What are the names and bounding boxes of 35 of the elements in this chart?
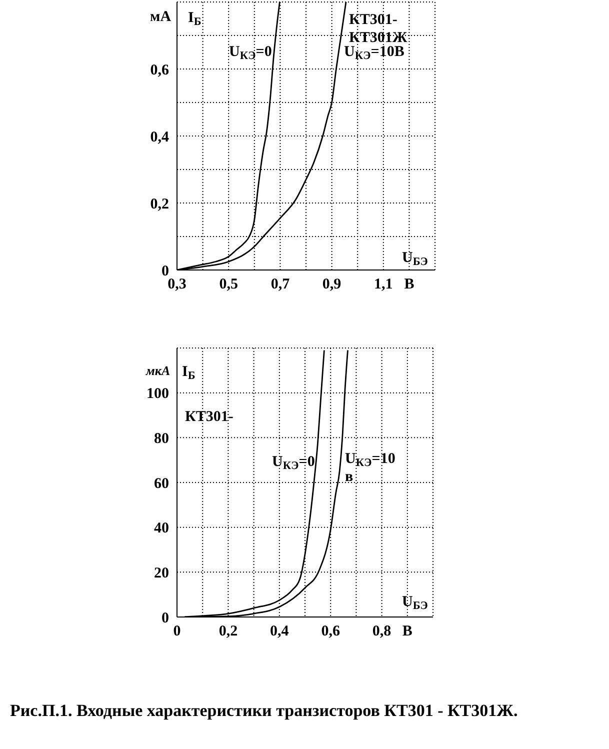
x-tick-label: В	[402, 624, 412, 640]
x-tick-label: 0,9	[322, 276, 342, 293]
x-tick-label: 0,5	[219, 276, 238, 293]
x-tick-label: 0	[173, 624, 181, 640]
x-tick-label: 0,6	[321, 624, 340, 640]
text: мА	[150, 8, 172, 26]
annotation: КТ301- КТ301Ж	[349, 11, 408, 46]
y-tick-label: 100	[146, 386, 169, 402]
text: U$_{КЭ}$=10 в	[345, 451, 396, 485]
series-label: U$_{КЭ}$=0	[272, 453, 315, 472]
series-label: U$_{КЭ}$=0	[229, 43, 272, 62]
x-axis-title: U$_{БЭ}$	[402, 593, 428, 612]
x-tick-label: 0,7	[270, 276, 290, 293]
y-tick-label: 0	[162, 263, 169, 280]
x-tick-label: 0,8	[372, 624, 392, 640]
y-tick-label: 0,6	[150, 62, 170, 78]
x-tick-label: В	[404, 276, 414, 293]
y-tick-label: 0	[162, 610, 169, 626]
x-tick-label: 1,1	[374, 276, 393, 293]
y-tick-label: 20	[154, 565, 169, 582]
text: Рис.П.1. Входные характеристики транзисторов КТ301 - КТ301Ж.	[10, 701, 518, 720]
x-tick-label: 0,4	[270, 624, 290, 640]
y-tick-label: 80	[154, 430, 169, 447]
y-tick-label: 0,4	[150, 129, 170, 146]
y-tick-label: 0,2	[150, 196, 169, 212]
x-tick-label: 0,3	[168, 276, 186, 293]
y-axis-title: I$_{Б}$	[182, 363, 196, 382]
y-tick-label: 60	[154, 476, 169, 492]
x-axis-title: U$_{БЭ}$	[402, 249, 428, 268]
y-axis-title: I$_{Б}$	[188, 9, 202, 28]
series-label: U$_{КЭ}$=10В	[344, 43, 404, 62]
text: мкА	[146, 362, 170, 380]
x-tick-label: 0,2	[218, 624, 238, 640]
annotation: КТ301-	[185, 408, 234, 426]
y-tick-label: 40	[154, 520, 169, 537]
